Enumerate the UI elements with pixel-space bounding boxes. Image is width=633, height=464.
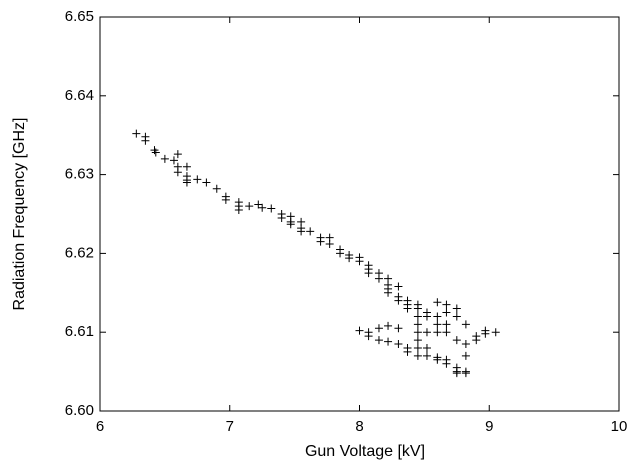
point bbox=[461, 351, 470, 360]
point bbox=[422, 351, 431, 360]
point bbox=[384, 337, 393, 346]
point bbox=[433, 298, 442, 307]
point bbox=[413, 320, 422, 329]
point bbox=[212, 184, 221, 193]
point bbox=[245, 202, 254, 211]
x-tick-label: 9 bbox=[485, 418, 493, 435]
y-tick-label: 6.64 bbox=[65, 87, 94, 104]
point bbox=[173, 168, 182, 177]
point bbox=[461, 340, 470, 349]
point bbox=[151, 148, 160, 157]
point bbox=[442, 300, 451, 309]
point bbox=[442, 320, 451, 329]
point bbox=[306, 227, 315, 236]
point bbox=[452, 312, 461, 321]
point bbox=[286, 220, 295, 229]
point bbox=[364, 332, 373, 341]
plot-frame bbox=[99, 16, 620, 412]
point bbox=[258, 203, 267, 212]
point bbox=[384, 321, 393, 330]
point bbox=[394, 296, 403, 305]
point bbox=[325, 239, 334, 248]
point bbox=[182, 162, 191, 171]
point bbox=[355, 326, 364, 335]
x-tick-label: 6 bbox=[96, 418, 104, 435]
point bbox=[433, 355, 442, 364]
point bbox=[160, 154, 169, 163]
point bbox=[355, 257, 364, 266]
x-tick-label: 8 bbox=[355, 418, 363, 435]
point bbox=[413, 351, 422, 360]
y-tick-label: 6.63 bbox=[65, 166, 94, 183]
point bbox=[491, 328, 500, 337]
point bbox=[173, 150, 182, 159]
point bbox=[452, 336, 461, 345]
point bbox=[345, 254, 354, 263]
point bbox=[182, 178, 191, 187]
point bbox=[413, 304, 422, 313]
y-tick-label: 6.61 bbox=[65, 323, 94, 340]
point bbox=[481, 329, 490, 338]
point bbox=[336, 249, 345, 258]
point bbox=[384, 288, 393, 297]
point bbox=[422, 328, 431, 337]
point bbox=[277, 213, 286, 222]
point bbox=[433, 320, 442, 329]
point bbox=[452, 369, 461, 378]
point bbox=[442, 308, 451, 317]
point bbox=[442, 359, 451, 368]
point bbox=[374, 324, 383, 333]
point bbox=[413, 312, 422, 321]
point bbox=[422, 312, 431, 321]
point bbox=[316, 237, 325, 246]
point bbox=[267, 204, 276, 213]
point bbox=[403, 304, 412, 313]
point bbox=[394, 340, 403, 349]
point bbox=[452, 304, 461, 313]
x-tick-label: 10 bbox=[611, 418, 628, 435]
x-axis-label: Gun Voltage [kV] bbox=[305, 443, 425, 460]
point bbox=[169, 156, 178, 165]
point bbox=[413, 343, 422, 352]
point bbox=[403, 347, 412, 356]
y-tick-label: 6.62 bbox=[65, 244, 94, 261]
point bbox=[132, 129, 141, 138]
point bbox=[413, 336, 422, 345]
point bbox=[297, 227, 306, 236]
point bbox=[202, 178, 211, 187]
point bbox=[234, 206, 243, 215]
point bbox=[413, 328, 422, 337]
y-tick-label: 6.60 bbox=[65, 402, 94, 419]
point bbox=[221, 195, 230, 204]
point bbox=[364, 269, 373, 278]
point bbox=[141, 136, 150, 145]
point bbox=[374, 274, 383, 283]
point bbox=[374, 336, 383, 345]
point bbox=[461, 320, 470, 329]
point bbox=[193, 175, 202, 184]
point bbox=[433, 312, 442, 321]
point bbox=[394, 282, 403, 291]
x-tick-label: 7 bbox=[226, 418, 234, 435]
y-axis-label: Radiation Frequency [GHz] bbox=[11, 118, 28, 311]
y-tick-label: 6.65 bbox=[65, 8, 94, 25]
point bbox=[433, 328, 442, 337]
point bbox=[422, 343, 431, 352]
point bbox=[461, 369, 470, 378]
point bbox=[472, 336, 481, 345]
point bbox=[394, 324, 403, 333]
point bbox=[442, 328, 451, 337]
